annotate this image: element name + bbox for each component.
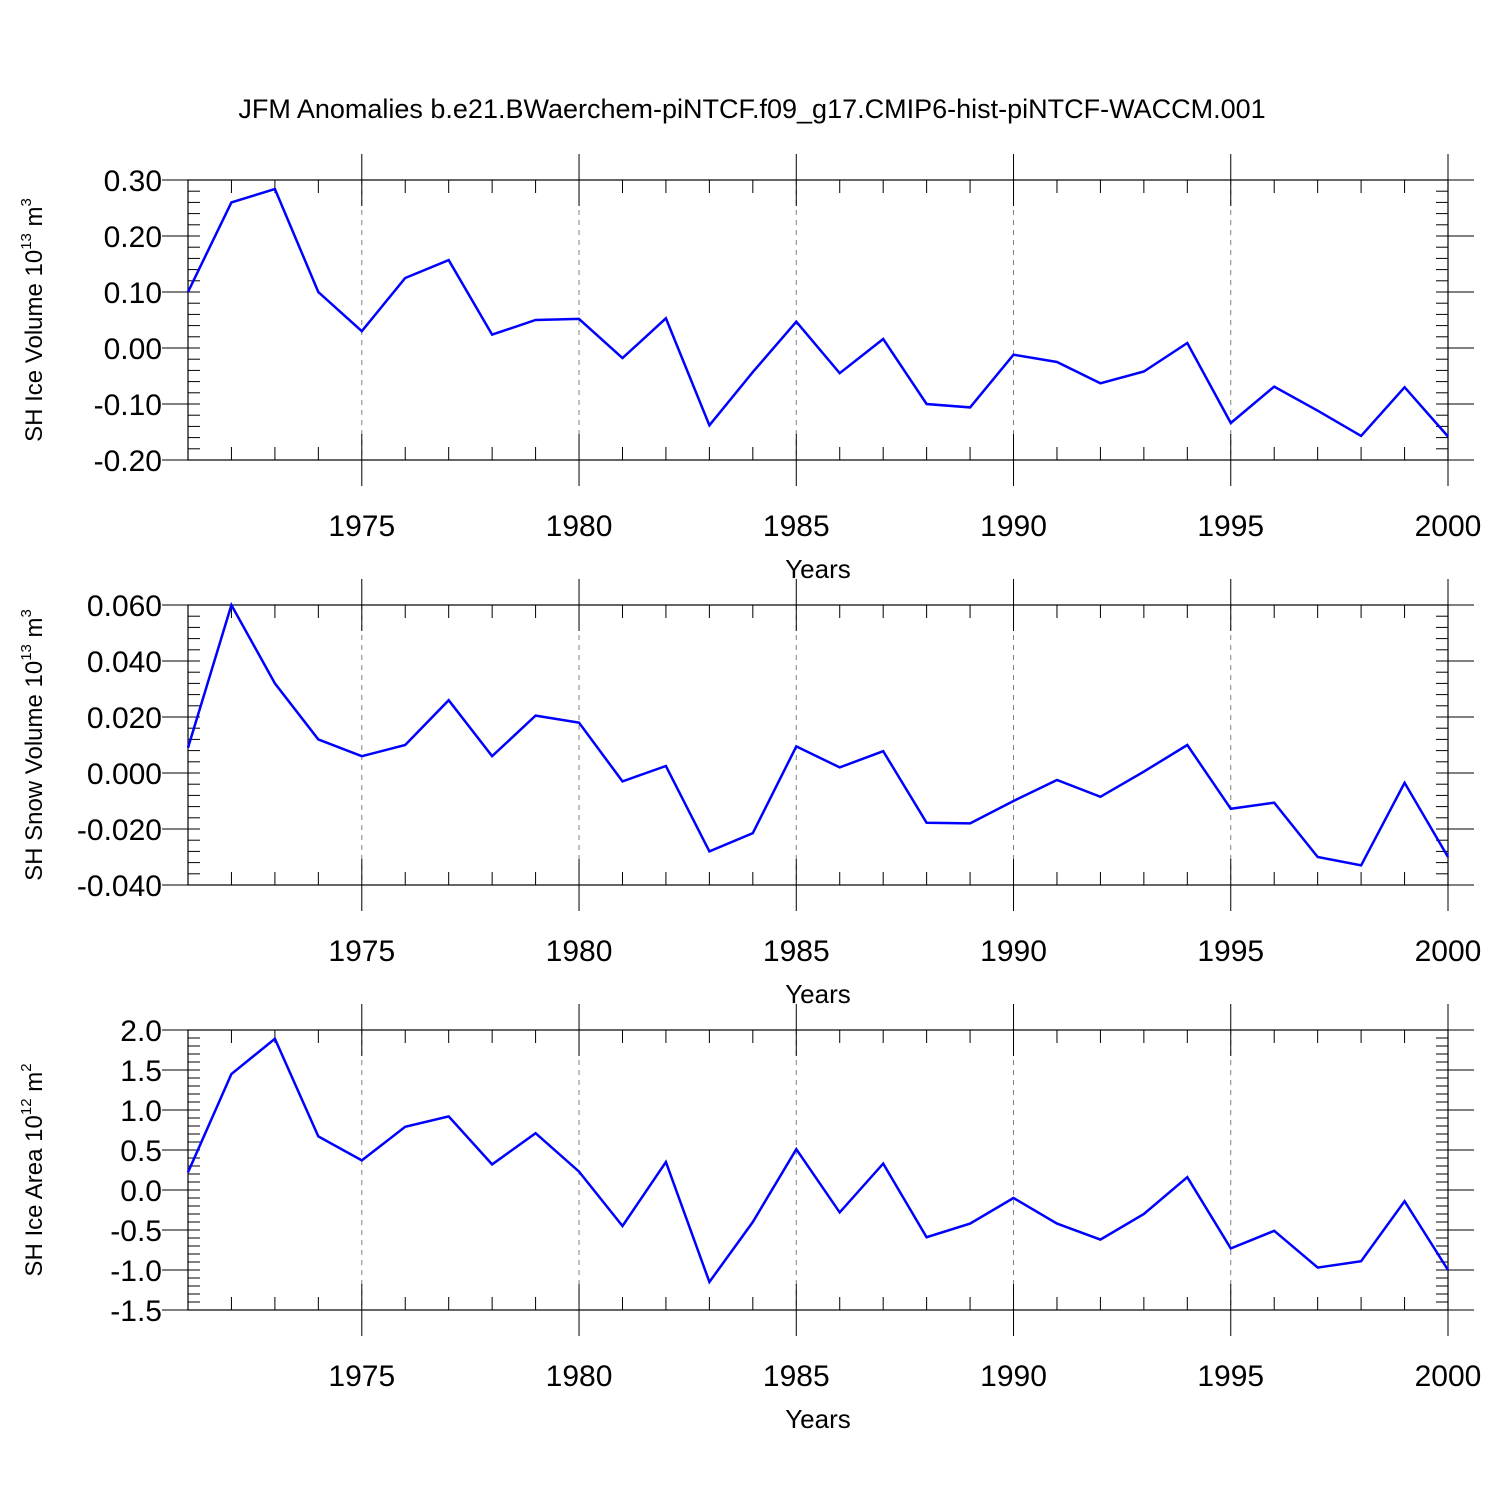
x-tick-label: 1995 [1197,510,1264,543]
x-tick-label: 1985 [763,1360,830,1393]
y-tick-label: 0.060 [87,590,162,623]
x-tick-label: 1975 [328,935,395,968]
y-tick-label: 0.020 [87,702,162,735]
panel-1: -0.20 -0.10 0.00 0.10 0.20 0.30 1975 1980 1985 19… [18,154,1481,584]
chart-title: JFM Anomalies b.e21.BWaerchem-piNTCF.f09… [238,94,1265,124]
x-tick-label: 1980 [546,510,613,543]
panel-3: -1.5 -1.0 -0.5 0.0 0.5 1.0 1.5 2.0 1975 1980 1985 1… [18,1004,1481,1434]
y-axis-label: SH Ice Volume 1013 m3 [18,198,48,442]
y-axis-label: SH Ice Area 1012 m2 [18,1063,48,1276]
y-tick-label: 1.5 [120,1055,162,1088]
y-tick-label: -0.040 [77,870,162,903]
x-tick-label: 1980 [546,935,613,968]
x-tick-label: 2000 [1415,510,1482,543]
y-tick-label: 2.0 [120,1015,162,1048]
x-tick-label: 1990 [980,935,1047,968]
x-tick-label: 1995 [1197,935,1264,968]
series-line [186,187,1449,438]
y-tick-label: 0.20 [104,221,162,254]
y-tick-label: -0.5 [110,1215,162,1248]
x-axis-label: Years [785,554,851,584]
y-tick-label: -0.10 [94,389,162,422]
panel-2: -0.040 -0.020 0.000 0.020 0.040 0.060 1975 1980… [18,579,1481,1009]
y-tick-label: -1.0 [110,1255,162,1288]
panels: -0.20 -0.10 0.00 0.10 0.20 0.30 1975 1980 1985 19… [18,154,1481,1434]
plot-frame [187,1029,1449,1311]
series-line [186,601,1450,867]
plot-frame [187,179,1449,461]
x-tick-label: 1980 [546,1360,613,1393]
x-tick-label: 1995 [1197,1360,1264,1393]
y-tick-label: 0.30 [104,165,162,198]
x-tick-label: 2000 [1415,935,1482,968]
y-tick-label: 1.0 [120,1095,162,1128]
y-tick-label: 0.00 [104,333,162,366]
y-tick-label: -1.5 [110,1295,162,1328]
y-tick-label: -0.020 [77,814,162,847]
x-tick-label: 1990 [980,510,1047,543]
x-tick-label: 1975 [328,510,395,543]
x-axis-label: Years [785,1404,851,1434]
y-tick-label: -0.20 [94,445,162,478]
y-tick-label: 0.000 [87,758,162,791]
y-tick-label: 0.5 [120,1135,162,1168]
x-tick-label: 1990 [980,1360,1047,1393]
x-tick-label: 1975 [328,1360,395,1393]
y-axis-label: SH Snow Volume 1013 m3 [18,609,48,881]
series-line [186,1036,1450,1285]
x-tick-label: 1985 [763,935,830,968]
x-tick-label: 1985 [763,510,830,543]
x-axis-label: Years [785,979,851,1009]
y-tick-label: 0.0 [120,1175,162,1208]
x-tick-label: 2000 [1415,1360,1482,1393]
plot-frame [187,604,1449,886]
y-tick-label: 0.10 [104,277,162,310]
y-tick-label: 0.040 [87,646,162,679]
